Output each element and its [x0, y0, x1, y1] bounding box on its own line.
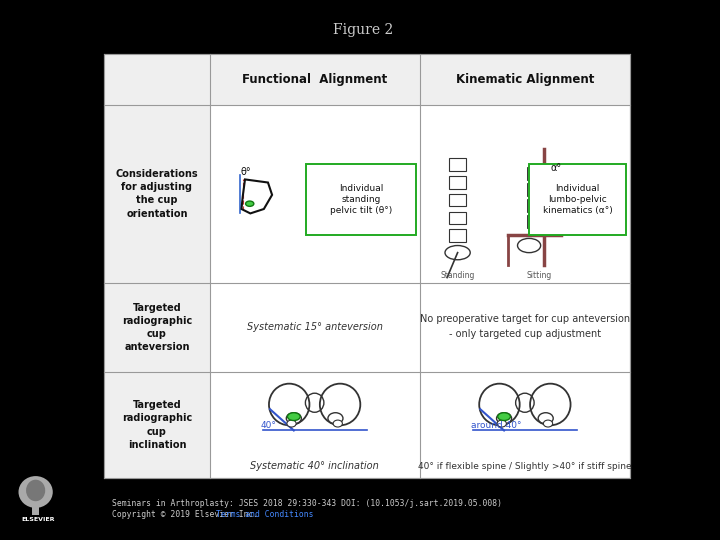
FancyBboxPatch shape	[306, 164, 415, 235]
Text: Seminars in Arthroplasty: JSES 2018 29:330-343 DOI: (10.1053/j.sart.2019.05.008): Seminars in Arthroplasty: JSES 2018 29:3…	[112, 499, 502, 508]
Text: 40°: 40°	[261, 421, 276, 430]
Text: Terms and Conditions: Terms and Conditions	[216, 510, 313, 519]
Text: Targeted
radiographic
cup
inclination: Targeted radiographic cup inclination	[122, 400, 192, 450]
Text: Copyright © 2019 Elsevier Inc.: Copyright © 2019 Elsevier Inc.	[112, 510, 263, 519]
Text: Individual
standing
pelvic tilt (θ°): Individual standing pelvic tilt (θ°)	[330, 184, 392, 215]
Bar	[449, 176, 466, 188]
Bar	[104, 105, 210, 478]
Bar	[32, 500, 39, 515]
Text: Systematic 40° inclination: Systematic 40° inclination	[251, 461, 379, 471]
Ellipse shape	[19, 476, 53, 508]
Ellipse shape	[26, 480, 45, 501]
Text: Considerations
for adjusting
the cup
orientation: Considerations for adjusting the cup ori…	[116, 169, 198, 219]
Text: α°: α°	[550, 163, 561, 173]
Text: Systematic 15° anteversion: Systematic 15° anteversion	[247, 322, 382, 333]
Ellipse shape	[498, 413, 510, 421]
Bar	[527, 199, 541, 212]
Text: Individual
lumbo-pelvic
kinematics (α°): Individual lumbo-pelvic kinematics (α°)	[543, 184, 612, 215]
Text: around 40°: around 40°	[471, 421, 521, 430]
Text: - only targeted cup adjustment: - only targeted cup adjustment	[449, 329, 601, 340]
Text: Targeted
radiographic
cup
anteversion: Targeted radiographic cup anteversion	[122, 302, 192, 352]
Text: No preoperative target for cup anteversion: No preoperative target for cup anteversi…	[420, 314, 630, 325]
Bar	[104, 54, 630, 478]
Bar	[449, 230, 466, 242]
Text: Kinematic Alignment: Kinematic Alignment	[456, 73, 594, 86]
Ellipse shape	[333, 420, 343, 427]
Text: θ°: θ°	[241, 166, 251, 177]
Ellipse shape	[497, 420, 506, 427]
Bar	[449, 158, 466, 171]
Ellipse shape	[246, 201, 254, 206]
Text: Sitting: Sitting	[527, 271, 552, 280]
Ellipse shape	[287, 420, 296, 427]
Text: ELSEVIER: ELSEVIER	[22, 517, 55, 522]
Bar	[527, 183, 541, 195]
Text: 40° if flexible spine / Slightly >40° if stiff spine: 40° if flexible spine / Slightly >40° if…	[418, 462, 631, 470]
Bar	[449, 194, 466, 206]
Bar	[527, 167, 541, 180]
Bar	[449, 212, 466, 224]
FancyBboxPatch shape	[529, 164, 626, 235]
Bar	[527, 215, 541, 228]
Text: Standing: Standing	[441, 271, 474, 280]
Ellipse shape	[287, 413, 300, 421]
Bar	[104, 54, 630, 105]
Text: Figure 2: Figure 2	[333, 23, 394, 37]
Ellipse shape	[544, 420, 553, 427]
Text: Functional  Alignment: Functional Alignment	[242, 73, 387, 86]
